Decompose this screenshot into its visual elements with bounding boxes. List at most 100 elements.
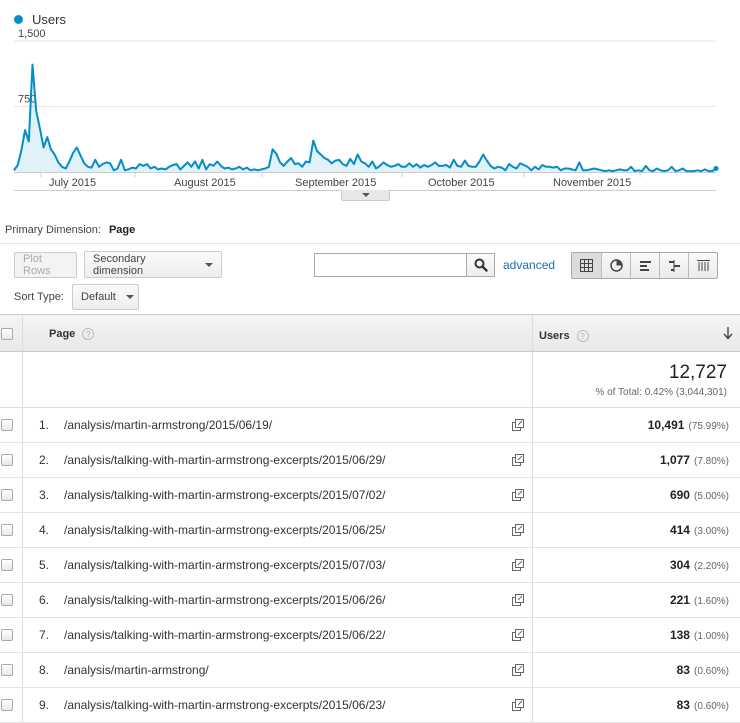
row-checkbox[interactable]: [1, 664, 13, 676]
page-path-link[interactable]: /analysis/martin-armstrong/: [64, 663, 209, 677]
users-value: 304 (2.20%): [670, 558, 729, 572]
row-checkbox[interactable]: [1, 699, 13, 711]
page-path-link[interactable]: /analysis/martin-armstrong/2015/06/19/: [64, 418, 273, 432]
column-divider: [22, 478, 23, 512]
search-button[interactable]: [466, 253, 495, 277]
column-header-users[interactable]: Users ?: [539, 330, 589, 342]
table-search-input[interactable]: [314, 253, 467, 277]
open-page-icon[interactable]: [512, 594, 524, 606]
pivot-icon: [696, 260, 710, 271]
row-number: 4.: [38, 523, 49, 537]
page-path-link[interactable]: /analysis/talking-with-martin-armstrong-…: [64, 523, 386, 537]
users-count: 414: [669, 523, 690, 537]
chart-legend: Users: [14, 12, 66, 27]
table-row[interactable]: 8. /analysis/martin-armstrong/83 (0.60%): [0, 653, 740, 688]
plot-rows-button[interactable]: Plot Rows: [14, 252, 77, 278]
row-checkbox[interactable]: [1, 454, 13, 466]
row-number: 5.: [38, 558, 49, 572]
table-row[interactable]: 4. /analysis/talking-with-martin-armstron…: [0, 513, 740, 548]
column-divider: [532, 513, 533, 547]
users-value: 83 (0.60%): [677, 698, 729, 712]
users-percent: (75.99%): [688, 421, 729, 432]
view-comparison-button[interactable]: [659, 253, 688, 278]
table-row[interactable]: 3. /analysis/talking-with-martin-armstron…: [0, 478, 740, 513]
row-checkbox[interactable]: [1, 559, 13, 571]
view-pivot-button[interactable]: [688, 253, 717, 278]
total-row: 12,727 % of Total: 0.42% (3,044,301): [0, 352, 740, 408]
open-page-icon[interactable]: [512, 489, 524, 501]
column-divider: [22, 513, 23, 547]
page-path-link[interactable]: /analysis/talking-with-martin-armstrong-…: [64, 488, 386, 502]
primary-dimension-page[interactable]: Page: [108, 224, 136, 236]
data-point[interactable]: [713, 166, 719, 172]
table-row[interactable]: 6. /analysis/talking-with-martin-armstron…: [0, 583, 740, 618]
page-path-link[interactable]: /analysis/talking-with-martin-armstrong-…: [64, 628, 386, 642]
row-number: 8.: [38, 663, 49, 677]
table-row[interactable]: 7. /analysis/talking-with-martin-armstron…: [0, 618, 740, 653]
legend-dot-icon: [14, 15, 23, 24]
table-row[interactable]: 5. /analysis/talking-with-martin-armstron…: [0, 548, 740, 583]
sort-descending-icon[interactable]: [723, 326, 733, 340]
users-percent: (0.60%): [693, 666, 729, 677]
x-tick-label: September 2015: [295, 177, 376, 189]
column-divider: [532, 653, 533, 687]
select-all-checkbox[interactable]: [1, 328, 13, 340]
search-icon: [474, 258, 488, 272]
users-count: 690: [669, 488, 690, 502]
row-checkbox[interactable]: [1, 594, 13, 606]
sort-type-dropdown[interactable]: Default: [72, 284, 139, 310]
chart-collapse-toggle[interactable]: [341, 190, 390, 201]
table-row[interactable]: 2. /analysis/talking-with-martin-armstron…: [0, 443, 740, 478]
users-value: 83 (0.60%): [677, 663, 729, 677]
users-value: 414 (3.00%): [670, 523, 729, 537]
users-count: 83: [676, 663, 690, 677]
column-divider: [22, 352, 23, 407]
column-divider: [532, 478, 533, 512]
plot-rows-label: Plot Rows: [23, 253, 51, 277]
users-value: 138 (1.00%): [670, 628, 729, 642]
open-page-icon[interactable]: [512, 419, 524, 431]
page-path-link[interactable]: /analysis/talking-with-martin-armstrong-…: [64, 558, 386, 572]
secondary-dimension-dropdown[interactable]: Secondary dimension: [84, 251, 222, 278]
column-divider: [22, 315, 23, 351]
row-number: 6.: [38, 593, 49, 607]
sort-type-value: Default: [81, 291, 116, 303]
table-row[interactable]: 1. /analysis/martin-armstrong/2015/06/19/…: [0, 408, 740, 443]
advanced-filter-link[interactable]: advanced: [503, 258, 556, 272]
users-percent: (2.20%): [693, 561, 729, 572]
x-tick-label: August 2015: [174, 177, 236, 189]
open-page-icon[interactable]: [512, 559, 524, 571]
page-path-link[interactable]: /analysis/talking-with-martin-armstrong-…: [64, 593, 386, 607]
table-row[interactable]: 9. /analysis/talking-with-martin-armstron…: [0, 688, 740, 723]
total-percent: % of Total: 0.42% (3,044,301): [595, 387, 727, 398]
column-divider: [22, 548, 23, 582]
x-tick-label: July 2015: [49, 177, 96, 189]
page-path-link[interactable]: /analysis/talking-with-martin-armstrong-…: [64, 698, 386, 712]
help-icon[interactable]: ?: [576, 330, 589, 342]
open-page-icon[interactable]: [512, 454, 524, 466]
open-page-icon[interactable]: [512, 664, 524, 676]
chevron-down-icon: [361, 193, 370, 197]
x-tick-label: November 2015: [553, 177, 631, 189]
page-path-link[interactable]: /analysis/talking-with-martin-armstrong-…: [64, 453, 386, 467]
users-value: 10,491 (75.99%): [648, 418, 729, 432]
view-performance-button[interactable]: [630, 253, 659, 278]
open-page-icon[interactable]: [512, 699, 524, 711]
open-page-icon[interactable]: [512, 629, 524, 641]
row-number: 9.: [38, 698, 49, 712]
row-checkbox[interactable]: [1, 629, 13, 641]
column-header-page[interactable]: Page ?: [49, 328, 95, 340]
row-checkbox[interactable]: [1, 489, 13, 501]
row-checkbox[interactable]: [1, 524, 13, 536]
open-page-icon[interactable]: [512, 524, 524, 536]
view-pie-button[interactable]: [601, 253, 630, 278]
view-table-button[interactable]: [572, 253, 601, 278]
users-chart: Users 1,500 750 July 2015 August 2015 Septem…: [0, 0, 740, 205]
chevron-down-icon: [205, 262, 213, 267]
row-checkbox[interactable]: [1, 419, 13, 431]
grid-icon: [580, 259, 593, 272]
table-header: Page ? Users ?: [0, 314, 740, 352]
help-icon[interactable]: ?: [82, 328, 95, 340]
total-users: 12,727: [668, 362, 727, 383]
